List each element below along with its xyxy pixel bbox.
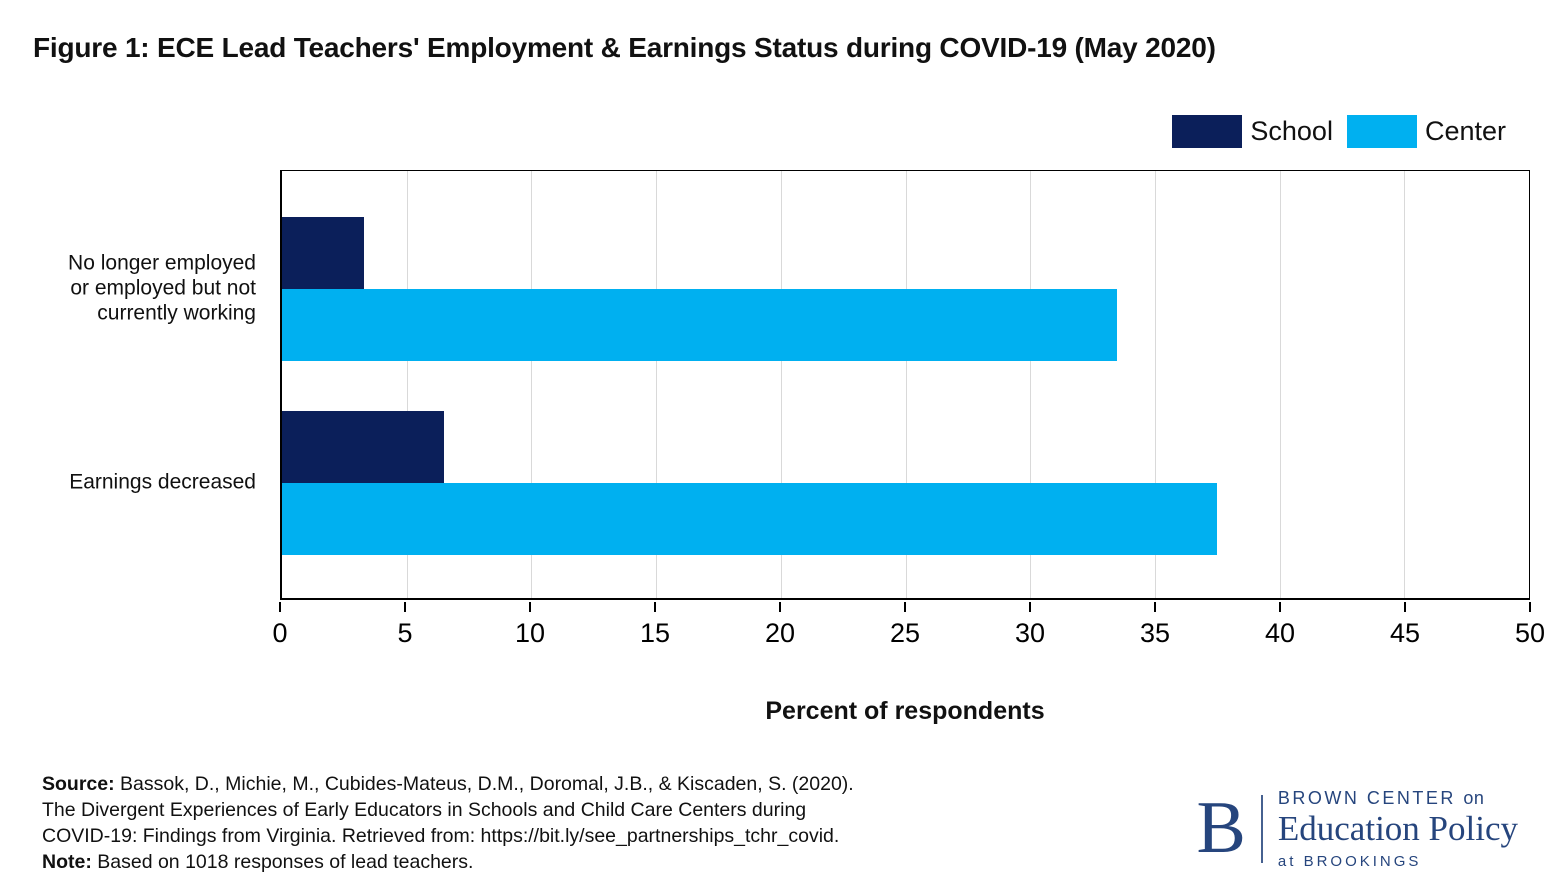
- x-tick-mark-40: [1279, 602, 1281, 612]
- source-text: COVID-19: Findings from Virginia. Retrie…: [42, 825, 840, 847]
- gridlines: [282, 171, 1529, 598]
- logo-letter-b: B: [1196, 787, 1246, 870]
- category-label-2: Earnings decreased: [69, 470, 256, 494]
- legend-label-center: Center: [1424, 116, 1506, 146]
- chart-title: Figure 1: ECE Lead Teachers' Employment …: [33, 32, 1216, 63]
- gridline-30: [1030, 171, 1032, 598]
- logo-line-education-policy: Education Policy: [1277, 808, 1518, 848]
- plot-area: [280, 170, 1530, 600]
- x-tick-label-45: 45: [1389, 618, 1421, 648]
- source-text: The Divergent Experiences of Early Educa…: [42, 799, 807, 821]
- gridline-15: [656, 171, 658, 598]
- center-color-swatch: [1346, 115, 1417, 148]
- x-tick-mark-5: [404, 602, 406, 612]
- source-text: Bassok, D., Michie, M., Cubides-Mateus, …: [114, 773, 854, 795]
- x-tick-mark-20: [779, 602, 781, 612]
- x-tick-label-20: 20: [764, 618, 796, 648]
- x-tick-label-15: 15: [639, 618, 671, 648]
- x-tick-label-35: 35: [1139, 618, 1171, 648]
- note-label: Note:: [42, 851, 92, 873]
- bar-school-2: [282, 411, 445, 483]
- x-tick-mark-10: [529, 602, 531, 612]
- bar-group-1: [282, 217, 1529, 361]
- source-line: Source: Bassok, D., Michie, M., Cubides-…: [42, 771, 854, 797]
- gridline-40: [1279, 171, 1281, 598]
- bar-center-2: [282, 483, 1218, 555]
- school-color-swatch: [1172, 115, 1243, 148]
- x-tick-mark-0: [279, 602, 281, 612]
- x-tick-mark-35: [1154, 602, 1156, 612]
- logo-text: BROWN CENTER on Education Policy at BROO…: [1278, 788, 1518, 871]
- source-label: Source:: [42, 773, 115, 795]
- source-note: Source: Bassok, D., Michie, M., Cubides-…: [42, 771, 854, 875]
- category-labels: No longer employed or employed but not c…: [0, 170, 268, 600]
- gridline-25: [905, 171, 907, 598]
- category-label-1: No longer employed or employed but not c…: [68, 251, 256, 325]
- logo-divider: [1260, 794, 1263, 863]
- source-line: COVID-19: Findings from Virginia. Retrie…: [42, 823, 854, 849]
- bar-school-1: [282, 217, 365, 289]
- legend-label-school: School: [1250, 116, 1333, 146]
- x-tick-mark-30: [1029, 602, 1031, 612]
- note-line: Note: Based on 1018 responses of lead te…: [42, 849, 854, 875]
- x-tick-mark-15: [654, 602, 656, 612]
- legend-item-center: Center: [1346, 115, 1506, 148]
- bar-center-1: [282, 289, 1118, 361]
- x-tick-label-0: 0: [272, 618, 288, 648]
- gridline-10: [531, 171, 533, 598]
- gridline-20: [780, 171, 782, 598]
- legend-item-school: School: [1172, 115, 1333, 148]
- logo-line-at-brookings: at BROOKINGS: [1277, 853, 1422, 870]
- logo-line-brown-center: BROWN CENTER on: [1277, 787, 1485, 808]
- note-text: Based on 1018 responses of lead teachers…: [91, 851, 474, 873]
- bar-group-2: [282, 411, 1529, 555]
- x-tick-mark-25: [904, 602, 906, 612]
- x-tick-mark-50: [1529, 602, 1531, 612]
- x-tick-label-25: 25: [889, 618, 921, 648]
- gridline-5: [406, 171, 408, 598]
- x-tick-label-10: 10: [514, 618, 546, 648]
- x-tick-label-50: 50: [1514, 618, 1546, 648]
- x-tick-label-40: 40: [1264, 618, 1296, 648]
- brookings-logo: B BROWN CENTER on Education Policy at BR…: [1197, 788, 1518, 871]
- x-tick-label-5: 5: [397, 618, 413, 648]
- x-tick-label-30: 30: [1014, 618, 1046, 648]
- bar-groups: [282, 171, 1529, 598]
- legend: School Center: [1172, 115, 1506, 148]
- x-tick-mark-45: [1404, 602, 1406, 612]
- gridline-35: [1154, 171, 1156, 598]
- x-axis-ticks: 0 5 10 15 20 25 30 35 40 45 50: [272, 600, 1545, 662]
- gridline-45: [1404, 171, 1406, 598]
- source-line: The Divergent Experiences of Early Educa…: [42, 797, 854, 823]
- x-axis-title: Percent of respondents: [765, 697, 1045, 725]
